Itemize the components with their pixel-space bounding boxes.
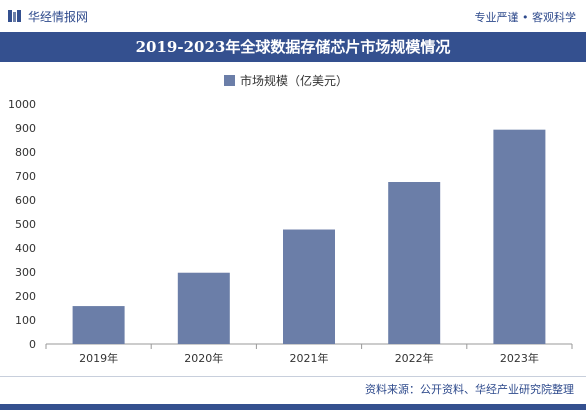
brand-name: 华经情报网 — [28, 10, 89, 24]
x-tick-label: 2019年 — [79, 351, 118, 365]
legend-swatch — [224, 75, 235, 86]
y-tick-label: 800 — [15, 146, 36, 159]
y-tick-label: 300 — [15, 266, 36, 279]
x-tick-label: 2021年 — [290, 351, 329, 365]
source-note: 资料来源：公开资料、华经产业研究院整理 — [365, 383, 574, 396]
bottom-accent-bar — [0, 404, 586, 410]
y-tick-label: 400 — [15, 242, 36, 255]
y-tick-label: 500 — [15, 218, 36, 231]
legend-label: 市场规模（亿美元） — [240, 73, 348, 88]
bar — [72, 306, 125, 344]
chart-area: 市场规模（亿美元） 0 100 200 300 400 500 600 700 800 900 100… — [0, 62, 586, 380]
top-bar: 华经情报网 专业严谨 • 客观科学 — [0, 0, 586, 32]
title-band: 2019-2023年全球数据存储芯片市场规模情况 — [0, 32, 586, 62]
footer-divider — [0, 376, 586, 377]
bar — [388, 182, 441, 344]
y-tick-label: 100 — [15, 314, 36, 327]
y-tick-label: 700 — [15, 170, 36, 183]
bar — [493, 129, 546, 344]
x-tick-label: 2020年 — [184, 351, 223, 365]
y-tick-label: 1000 — [8, 98, 36, 111]
chart-title: 2019-2023年全球数据存储芯片市场规模情况 — [135, 38, 451, 56]
bar — [283, 229, 335, 344]
y-tick-label: 200 — [15, 290, 36, 303]
y-tick-label: 900 — [15, 122, 36, 135]
y-tick-label: 600 — [15, 194, 36, 207]
x-tick-label: 2023年 — [500, 351, 539, 365]
logo-icon — [8, 10, 21, 22]
bar — [177, 272, 230, 344]
y-tick-label: 0 — [29, 338, 36, 351]
bar-chart: 市场规模（亿美元） 0 100 200 300 400 500 600 700 800 900 100… — [8, 73, 573, 365]
tagline: 专业严谨 • 客观科学 — [474, 11, 576, 24]
x-tick-label: 2022年 — [395, 351, 434, 365]
